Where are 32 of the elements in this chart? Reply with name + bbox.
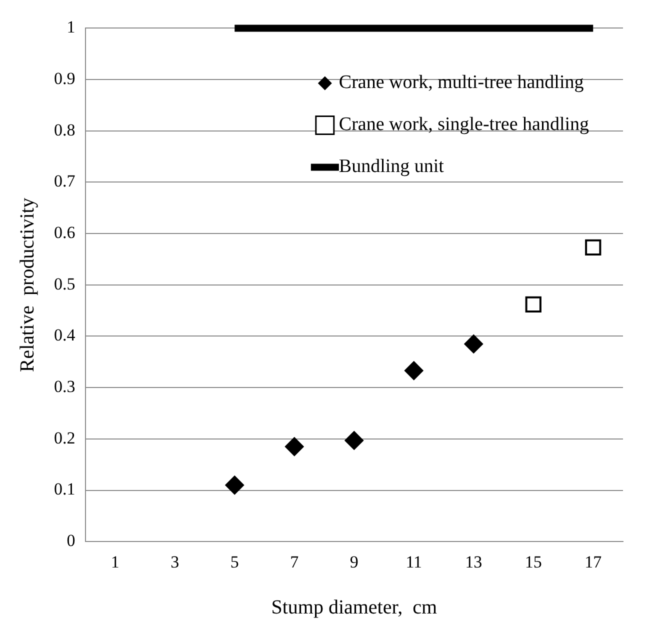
y-tick-label: 0.5 bbox=[54, 274, 76, 294]
point bbox=[225, 476, 244, 495]
x-tick-label: 1 bbox=[110, 552, 120, 572]
x-tick-label: 9 bbox=[350, 552, 358, 572]
y-tick-label: 0.2 bbox=[54, 428, 76, 448]
y-tick-label: 1 bbox=[66, 18, 76, 37]
x-tick-label: 3 bbox=[170, 552, 180, 572]
point bbox=[344, 430, 364, 450]
point bbox=[404, 361, 424, 380]
point bbox=[464, 334, 484, 354]
x-tick-label: 7 bbox=[290, 552, 300, 572]
y-tick-label: 0.1 bbox=[54, 480, 76, 499]
y-tick-label: 0.9 bbox=[54, 69, 76, 88]
y-tick-label: 0.8 bbox=[54, 120, 76, 140]
x-tick-label: 17 bbox=[584, 552, 602, 572]
x-axis-title: Stump diameter, cm bbox=[271, 596, 438, 618]
legend-label: Crane work, single-tree handling bbox=[338, 114, 590, 136]
x-tick-label: 15 bbox=[524, 552, 542, 572]
point bbox=[525, 296, 542, 312]
y-axis-title: Relative productivity bbox=[16, 198, 38, 372]
y-tick-label: 0.6 bbox=[54, 223, 76, 242]
point bbox=[585, 239, 602, 256]
legend-label: Bundling unit bbox=[338, 156, 445, 178]
y-tick-label: 0.3 bbox=[54, 377, 76, 396]
x-tick-label: 11 bbox=[406, 552, 422, 572]
legend-label: Crane work, multi-tree handling bbox=[338, 72, 584, 94]
y-tick-label: 0.4 bbox=[54, 326, 76, 345]
point bbox=[284, 437, 304, 456]
x-tick-label: 5 bbox=[230, 552, 239, 572]
y-tick-label: 0 bbox=[66, 531, 76, 550]
y-tick-label: 0.7 bbox=[54, 172, 76, 191]
x-tick-label: 13 bbox=[465, 552, 482, 572]
